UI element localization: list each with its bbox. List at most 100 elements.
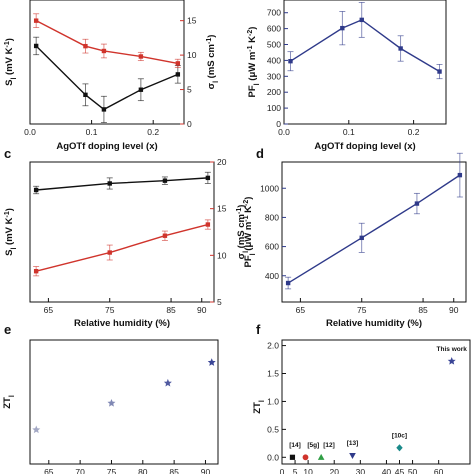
panel-d-ytick-label: 1000 [260,183,279,193]
panel-f-ylabel: ZTl [252,400,266,414]
panel-f-annotation: [5g] [307,442,319,449]
panel-d-xlabel: Relative humidity (%) [326,318,422,329]
panel-f-xtick-label: 60 [434,467,444,474]
panel-e-ylabel: ZTl [2,395,16,409]
panel-b-ytick-label: 600 [267,24,281,34]
panel-e-point [32,425,41,434]
panel-b-xtick-label: 0.0 [278,127,290,137]
panel-f-ytick-label: 0.5 [267,424,279,434]
panel-b-ytick-label: 0 [276,119,281,129]
panel-a-seebeck-point [175,72,181,77]
panel-f-xtick-label: 45 [395,467,405,474]
panel-b-pf-point [288,59,293,64]
panel-a-ylabel-right: σl (mS cm-1) [206,35,220,90]
panel-a-xtick-label: 0.0 [24,127,36,137]
panel-f-annotation: [12] [323,442,335,449]
panel-f-circle-marker [302,454,309,461]
panel-f-ytick-label: 0.0 [267,452,279,462]
panel-e-point [207,358,216,366]
panel-f-triangle-up-marker [317,453,325,460]
panel-c-conductivity-line [35,223,209,272]
panel-f-star-marker [447,357,456,365]
panel-f-letter: f [256,322,261,337]
panel-b-ylabel: PFl (μW m-1 K-2) [247,27,261,98]
panel-e-point [163,378,172,387]
panel-a-xlabel: AgOTf doping level (x) [56,141,157,152]
panel-d-pf-point [414,201,420,206]
panel-a-rtick-label: 15 [187,16,197,26]
panel-f-ytick-label: 1.0 [267,396,279,406]
panel-b-xtick-label: 0.1 [343,127,355,137]
panel-a-conductivity-point [101,48,107,54]
panel-d-ytick-label: 800 [265,212,279,222]
panel-a-conductivity-point [138,54,144,59]
panel-f-annotation: [13] [347,440,359,447]
panel-a-seebeck-point [101,107,107,112]
panel-b-pf-point [437,69,442,74]
panel-d-xtick-label: 90 [449,305,459,315]
panel-d-xtick-label: 85 [418,305,428,315]
panel-d-ylabel: PFl (μW m-1 K-2) [243,197,257,268]
panel-e-point [107,398,116,407]
panel-b-pf-point [398,46,403,51]
panel-d-xtick-label: 65 [296,305,306,315]
panel-e-xtick-label: 90 [201,467,211,474]
panel-c-frame [29,161,215,303]
panel-f-annotation: This work [437,346,468,353]
panel-d-xtick-label: 75 [357,305,367,315]
panel-a-conductivity-line [35,20,178,65]
panel-d-pf-point [457,172,463,178]
panel-e-xtick-label: 65 [44,467,54,474]
panel-c-rtick-label: 10 [217,250,227,260]
panel-b-ytick-label: 300 [267,71,281,81]
panel-f-ytick-label: 1.5 [267,369,279,379]
panel-e-letter: e [4,322,11,337]
panel-d-ytick-label: 600 [265,242,279,252]
panel-e-xtick-label: 85 [169,467,179,474]
panel-a-seebeck-point [83,92,88,98]
panel-d-ytick-label: 400 [265,271,279,281]
panel-a-seebeck-point [33,43,39,49]
panel-f-xtick-label: 0 [280,467,285,474]
panel-c-seebeck-point [162,178,168,183]
panel-c-letter: c [4,146,11,161]
panel-a-xtick-label: 0.1 [86,127,98,137]
panel-a-xtick-label: 0.2 [147,127,159,137]
panel-f-xtick-label: 20 [329,467,339,474]
panel-c-xtick-label: 90 [197,305,207,315]
panel-f-xtick-label: 10 [303,467,313,474]
panel-d-letter: d [256,146,264,161]
panel-e-frame [29,339,219,465]
panel-c-xtick-label: 75 [105,305,115,315]
panel-a-rtick-label: 10 [187,50,197,60]
panel-b-frame [283,0,447,125]
panel-c-seebeck-point [205,175,211,181]
panel-e-xtick-label: 80 [138,467,148,474]
panel-b-xtick-label: 0.2 [408,127,420,137]
panel-d-pf-line [287,174,461,284]
panel-c-ylabel-right: σl (mS cm-1) [236,205,250,260]
panel-b-pf-line [290,19,440,73]
panel-a-conductivity-point [83,43,88,49]
panel-b-pf-point [340,25,345,31]
panel-c-conductivity-point [107,250,112,255]
panel-f-annotation: [10c] [392,433,407,440]
panel-a-frame [29,0,185,125]
panel-a-conductivity-point [33,18,39,23]
panel-b-ytick-label: 500 [267,40,281,50]
panel-b-ytick-label: 700 [267,8,281,18]
panel-a-rtick-label: 5 [187,85,192,95]
panel-f-diamond-marker [396,444,403,452]
panel-b-xlabel: AgOTf doping level (x) [314,141,415,152]
panel-c-conductivity-point [205,222,211,227]
panel-a-seebeck-line [35,45,179,111]
panel-c-xtick-label: 65 [44,305,54,315]
panel-b-ytick-label: 200 [267,87,281,97]
panel-c-rtick-label: 20 [217,157,227,167]
panel-c-seebeck-point [107,181,112,186]
panel-c-xlabel: Relative humidity (%) [74,318,170,329]
panel-f-xtick-label: 40 [382,467,392,474]
panel-a-rtick-label: 0 [187,119,192,129]
panel-b-ytick-label: 100 [267,103,281,113]
